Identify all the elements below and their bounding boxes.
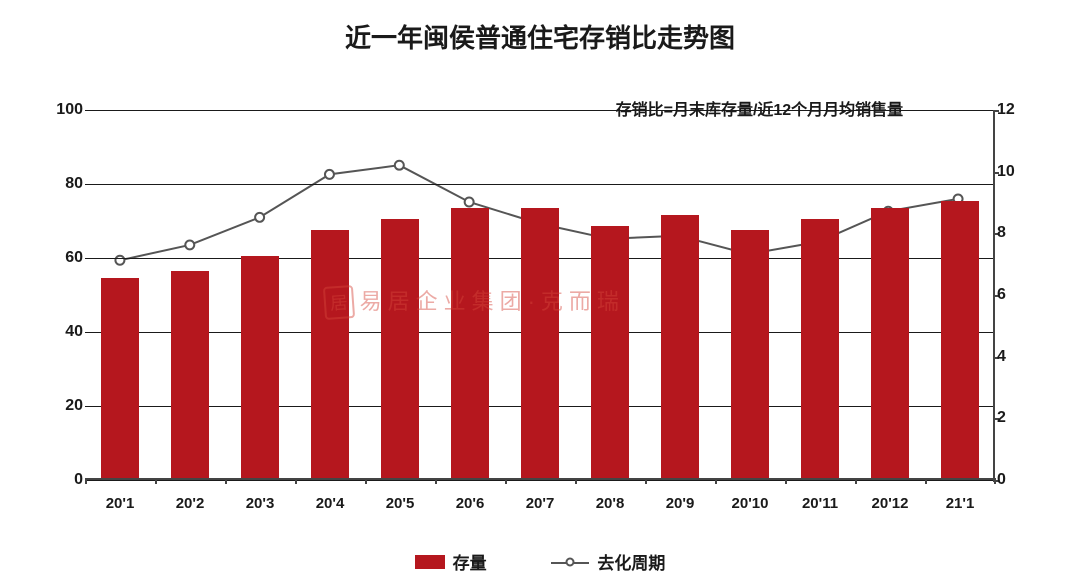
x-tick-mark [225,478,227,484]
x-axis-label: 20'4 [316,495,345,512]
y-left-tick: 100 [45,101,83,119]
y-right-tick: 8 [997,224,1035,242]
x-axis-label: 20'7 [526,495,555,512]
chart-container: 0 20 40 60 80 100 0 2 4 6 8 10 12 20'1 20'2 20'3 20'4 20'… [40,100,1040,520]
x-axis-label: 20'2 [176,495,205,512]
bar [521,208,560,478]
x-tick-mark [365,478,367,484]
x-axis-label: 20'11 [802,495,838,512]
line-marker [185,240,194,249]
legend: 存量 去化周期 [0,549,1080,574]
x-axis-label: 20'9 [666,495,695,512]
x-axis-label: 20'5 [386,495,415,512]
legend-swatch-bar [415,555,445,569]
y-right-tick: 4 [997,348,1035,366]
y-right-tick: 10 [997,163,1035,181]
y-left-tick: 40 [45,323,83,341]
x-axis-label: 21'1 [946,495,975,512]
x-axis-label: 20'6 [456,495,485,512]
x-tick-mark [855,478,857,484]
x-tick-mark [925,478,927,484]
y-left-tick: 20 [45,397,83,415]
x-tick-mark [715,478,717,484]
bar [241,256,280,478]
bar [731,230,770,478]
line-marker [395,161,404,170]
y-left-tick: 80 [45,175,83,193]
bar [591,226,630,478]
legend-swatch-line [551,555,589,569]
x-tick-mark [295,478,297,484]
chart-title: 近一年闽侯普通住宅存销比走势图 [0,0,1080,55]
line-marker [255,213,264,222]
x-tick-mark [85,478,87,484]
x-axis-label: 20'3 [246,495,275,512]
bar [381,219,420,478]
gridline [85,110,993,111]
legend-label-bar: 存量 [453,549,487,574]
legend-label-line: 去化周期 [597,549,665,574]
bar [101,278,140,478]
gridline [85,184,993,185]
x-axis-label: 20'10 [732,495,769,512]
y-right-tick: 6 [997,286,1035,304]
y-right-tick: 12 [997,101,1035,119]
x-axis-label: 20'8 [596,495,625,512]
x-tick-mark [435,478,437,484]
x-tick-mark [994,478,996,484]
legend-item-bar: 存量 [415,549,487,574]
bar [451,208,490,478]
plot-area [85,110,995,480]
x-axis-label: 20'1 [106,495,135,512]
x-tick-mark [645,478,647,484]
legend-item-line: 去化周期 [551,549,665,574]
bar [311,230,350,478]
line-marker [465,198,474,207]
y-left-tick: 0 [45,471,83,489]
y-left-tick: 60 [45,249,83,267]
x-tick-mark [575,478,577,484]
bar [801,219,840,478]
x-tick-mark [505,478,507,484]
x-tick-mark [155,478,157,484]
bar [661,215,700,478]
x-axis-label: 20'12 [872,495,909,512]
y-right-tick: 2 [997,409,1035,427]
y-right-tick: 0 [997,471,1035,489]
bar [941,201,980,479]
bar [871,208,910,478]
x-tick-mark [785,478,787,484]
bar [171,271,210,478]
line-marker [325,170,334,179]
